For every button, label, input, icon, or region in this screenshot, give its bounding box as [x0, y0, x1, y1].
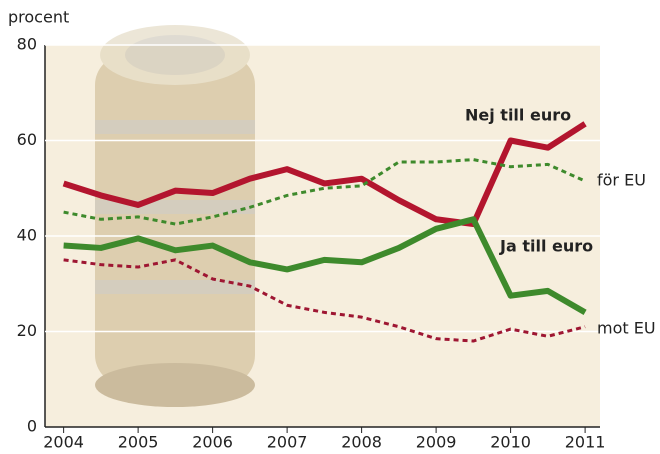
- series-label: Ja till euro: [499, 237, 593, 256]
- y-tick-label: 20: [17, 321, 37, 340]
- series-label: mot EU: [597, 319, 656, 338]
- x-tick-label: 2008: [341, 433, 382, 452]
- y-axis-label: procent: [8, 8, 69, 27]
- y-tick-label: 60: [17, 130, 37, 149]
- x-tick-label: 2006: [192, 433, 233, 452]
- x-tick-label: 2005: [118, 433, 159, 452]
- y-tick-label: 80: [17, 35, 37, 54]
- x-tick-label: 2011: [565, 433, 606, 452]
- coin-stack: [95, 25, 255, 407]
- x-tick-label: 2007: [267, 433, 308, 452]
- series-label: Nej till euro: [465, 106, 571, 125]
- y-tick-label: 40: [17, 226, 37, 245]
- series-label: för EU: [597, 171, 646, 190]
- chart: procent 0 20 40 60 80 2004 2005 2006 2007 2008 200…: [0, 0, 660, 454]
- y-tick-label: 0: [27, 417, 37, 436]
- x-tick-label: 2004: [43, 433, 84, 452]
- x-tick-label: 2009: [416, 433, 457, 452]
- x-tick-label: 2010: [490, 433, 531, 452]
